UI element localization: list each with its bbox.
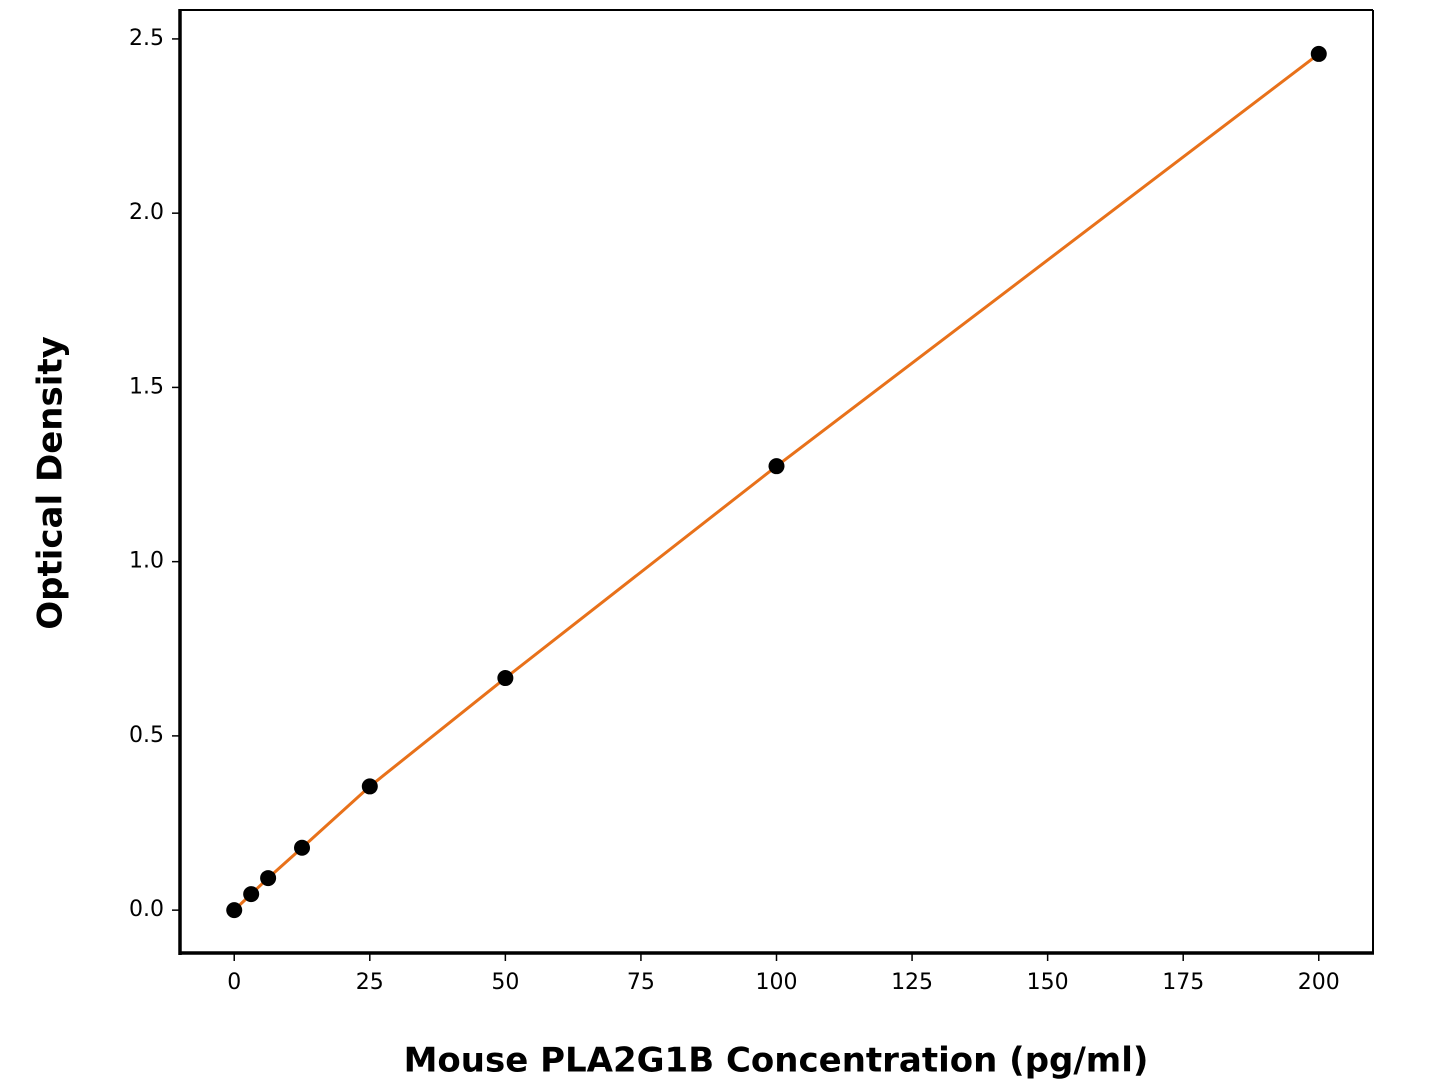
y-tick-label: 1.0 <box>129 549 164 574</box>
x-tick-label: 175 <box>1162 970 1204 995</box>
y-tick-label: 1.5 <box>129 374 164 399</box>
x-tick-label: 150 <box>1027 970 1069 995</box>
x-tick-label: 75 <box>627 970 655 995</box>
x-tick-label: 50 <box>491 970 519 995</box>
x-tick-label: 125 <box>891 970 933 995</box>
data-point <box>497 670 514 687</box>
data-point <box>294 839 311 856</box>
x-tick-label: 25 <box>356 970 384 995</box>
x-tick-label: 200 <box>1298 970 1340 995</box>
y-tick-label: 0.5 <box>129 723 164 748</box>
fit-line <box>233 52 1320 912</box>
y-tick-label: 2.0 <box>129 200 164 225</box>
y-tick-label: 0.0 <box>129 897 164 922</box>
x-tick-label: 0 <box>227 970 241 995</box>
data-point <box>260 870 277 887</box>
data-point <box>226 902 243 919</box>
x-tick-label: 100 <box>756 970 798 995</box>
x-axis-title: Mouse PLA2G1B Concentration (pg/ml) <box>404 1041 1149 1081</box>
data-point <box>243 886 260 903</box>
data-point <box>768 458 785 475</box>
y-tick-label: 2.5 <box>129 26 164 51</box>
data-point <box>1310 45 1327 62</box>
y-axis-title: Optical Density <box>31 336 71 630</box>
data-point <box>361 778 378 795</box>
